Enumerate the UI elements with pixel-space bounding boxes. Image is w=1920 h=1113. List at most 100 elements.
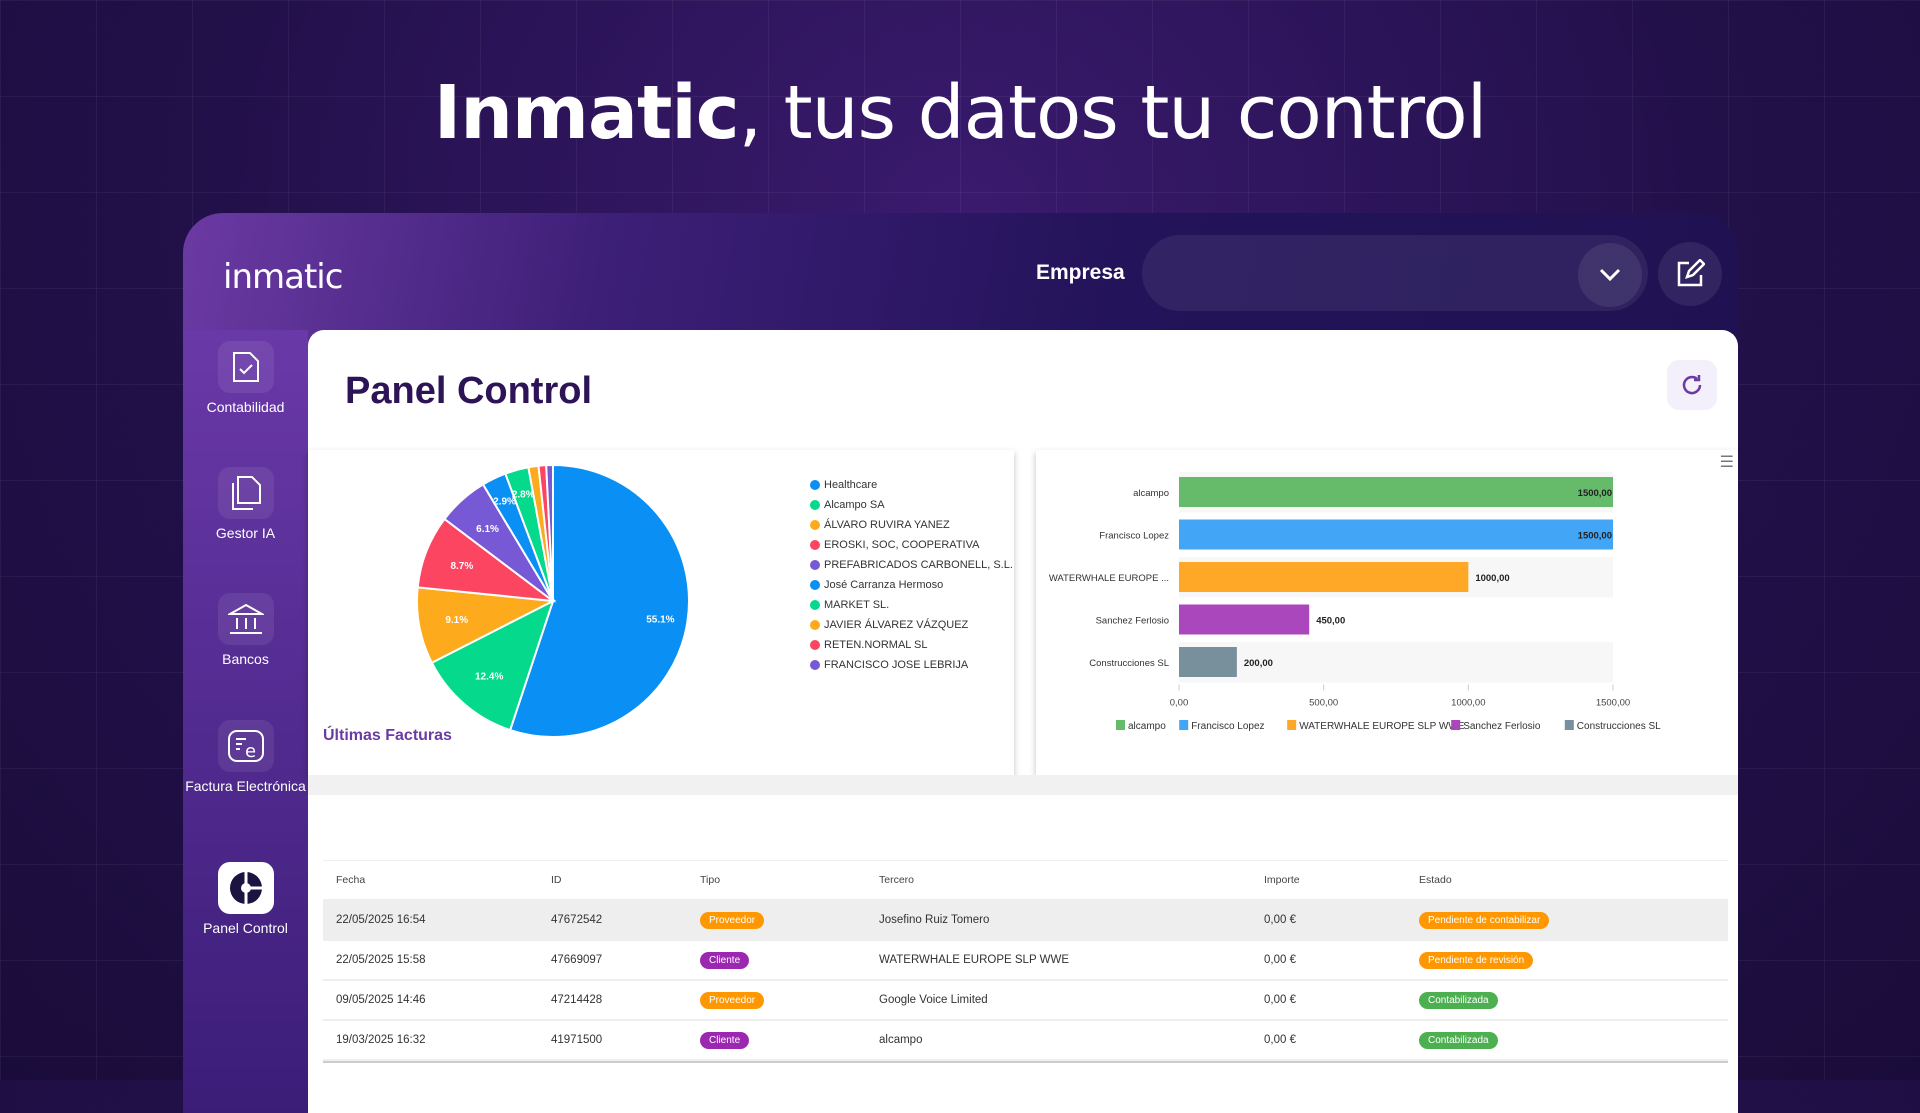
sidebar-item-contabilidad[interactable]: Contabilidad [183,341,308,416]
legend-marker [1116,720,1125,730]
pie-data-label: 8.7% [450,561,473,572]
cell-id: 41971500 [551,1034,603,1046]
table-header: Fecha ID Tipo Tercero Importe Estado [323,861,1728,901]
cell-importe: 0,00 € [1264,1034,1296,1046]
pie-slice[interactable] [508,463,690,738]
hero-title: Inmatic, tus datos tu control [0,70,1920,156]
table-row[interactable]: 22/05/2025 15:58 47669097 Cliente WATERW… [323,941,1728,981]
sidebar-item-gestor-ia[interactable]: Gestor IA [183,467,308,542]
bar[interactable] [1179,477,1613,507]
pie-slice[interactable] [416,586,557,665]
bar-value-label: 200,00 [1244,658,1273,669]
sidebar-item-label: Bancos [222,651,269,667]
pie-chart-card: 55.1% 12.4% 9.1% 8.7% 6.1% 2.9% 2.8% Healthcar… [308,450,1014,775]
bar-value-label: 450,00 [1316,616,1345,627]
main-panel: Panel Control 55.1% 12.4% 9.1% 8.7% 6.1% 2.9%… [308,330,1738,1113]
page-title: Panel Control [345,370,593,412]
cell-importe: 0,00 € [1264,994,1296,1006]
legend-marker [810,480,820,490]
bar[interactable] [1179,562,1469,592]
sidebar-item-bancos[interactable]: Bancos [183,593,308,668]
pie-chart: 55.1% 12.4% 9.1% 8.7% 6.1% 2.9%2.8% [416,463,690,738]
legend-item[interactable]: José Carranza Hermoso [810,575,1013,595]
refresh-icon[interactable] [1667,360,1717,410]
col-tercero[interactable]: Tercero [879,874,915,886]
legend-item[interactable]: JAVIER ÁLVAREZ VÁZQUEZ [810,615,1013,635]
cell-tipo: Proveedor [700,991,879,1009]
status-badge: Pendiente de contabilizar [1419,911,1550,929]
bar[interactable] [1179,519,1613,550]
chart-menu-icon[interactable]: ☰ [1719,454,1734,471]
col-estado[interactable]: Estado [1419,874,1452,886]
pie-slice[interactable] [545,463,554,602]
legend-marker [810,660,820,670]
legend-marker [1287,720,1297,730]
legend-item[interactable]: ÁLVARO RUVIRA YANEZ [810,515,1013,535]
legend-item[interactable]: Alcampo SA [810,495,1013,515]
bar[interactable] [1179,647,1237,677]
col-importe[interactable]: Importe [1264,874,1300,886]
status-badge: Contabilizada [1419,1031,1498,1049]
inmatic-logo[interactable]: inmatic [223,257,343,297]
svg-text:e: e [245,741,256,762]
sidebar-item-panel-control[interactable]: Panel Control [183,862,308,937]
bar-value-label: 1000,00 [1475,573,1509,584]
empresa-label: Empresa [1036,261,1125,284]
table-row[interactable]: 22/05/2025 16:54 47672542 Proveedor Jose… [323,901,1728,941]
legend-label: Healthcare [824,479,878,491]
chevron-down-icon[interactable] [1578,243,1642,307]
table-row[interactable]: 19/03/2025 16:32 41971500 Cliente alcamp… [323,1021,1728,1061]
cell-tercero: Josefino Ruiz Tomero [879,914,990,926]
bank-icon [217,593,274,645]
cell-fecha: 19/03/2025 16:32 [336,1034,426,1046]
empresa-select[interactable] [1142,235,1648,311]
sidebar: Contabilidad Gestor IA Bancos e Factura E… [183,330,308,1113]
col-id[interactable]: ID [551,874,562,886]
section-title: Últimas Facturas [323,727,452,744]
pie-data-label: 9.1% [445,615,468,626]
hero-tagline: , tus datos tu control [738,70,1488,156]
legend-item[interactable]: EROSKI, SOC, COOPERATIVA [810,535,1013,555]
edit-icon[interactable] [1658,242,1722,306]
legend-label: EROSKI, SOC, COOPERATIVA [824,539,980,551]
bar[interactable] [1179,604,1310,635]
section-divider [308,775,1738,795]
status-badge: Contabilizada [1419,991,1498,1009]
cell-tipo: Cliente [700,1031,879,1049]
legend-marker [1451,720,1461,730]
legend-item[interactable]: Healthcare [810,475,1013,495]
legend-label[interactable]: alcampo [1128,721,1166,732]
cell-estado: Contabilizada [1419,1031,1728,1049]
legend-label[interactable]: Sanchez Ferlosio [1463,721,1541,732]
legend-label[interactable]: Francisco Lopez [1191,721,1264,732]
legend-marker [810,520,820,530]
cell-fecha: 09/05/2025 14:46 [336,994,426,1006]
app-window: inmatic Empresa Contabilidad Gestor IA B… [183,213,1738,1113]
cell-id: 47672542 [551,914,603,926]
bar-category-label: Sanchez Ferlosio [1096,616,1169,627]
bar-chart: alcampo 1500,00 Francisco Lopez 1500,00 WATE… [1049,472,1661,732]
sidebar-item-label: Gestor IA [215,525,276,541]
tipo-badge: Proveedor [700,991,765,1009]
bar-value-label: 1500,00 [1578,531,1612,542]
legend-item[interactable]: MARKET SL. [810,595,1013,615]
table-row[interactable]: 09/05/2025 14:46 47214428 Proveedor Goog… [323,981,1728,1021]
legend-label[interactable]: Construcciones SL [1577,721,1661,732]
status-badge: Pendiente de revisión [1419,951,1534,969]
legend-marker [810,540,820,550]
col-tipo[interactable]: Tipo [700,874,721,886]
document-check-icon [217,341,274,393]
legend-marker [810,640,820,650]
sidebar-item-factura-electronica[interactable]: e Factura Electrónica [183,720,308,795]
sidebar-item-label: Panel Control [203,920,288,936]
legend-item[interactable]: FRANCISCO JOSE LEBRIJA [810,655,1013,675]
legend-label[interactable]: WATERWHALE EUROPE SLP WWE [1299,721,1465,732]
legend-item[interactable]: PREFABRICADOS CARBONELL, S.L. [810,555,1013,575]
legend-marker [810,620,820,630]
pie-slice[interactable] [430,599,555,732]
legend-item[interactable]: RETEN.NORMAL SL [810,635,1013,655]
legend-label: JAVIER ÁLVAREZ VÁZQUEZ [824,619,969,631]
bar-category-label: Construcciones SL [1089,658,1169,669]
cell-fecha: 22/05/2025 16:54 [336,914,426,926]
col-fecha[interactable]: Fecha [336,874,366,886]
